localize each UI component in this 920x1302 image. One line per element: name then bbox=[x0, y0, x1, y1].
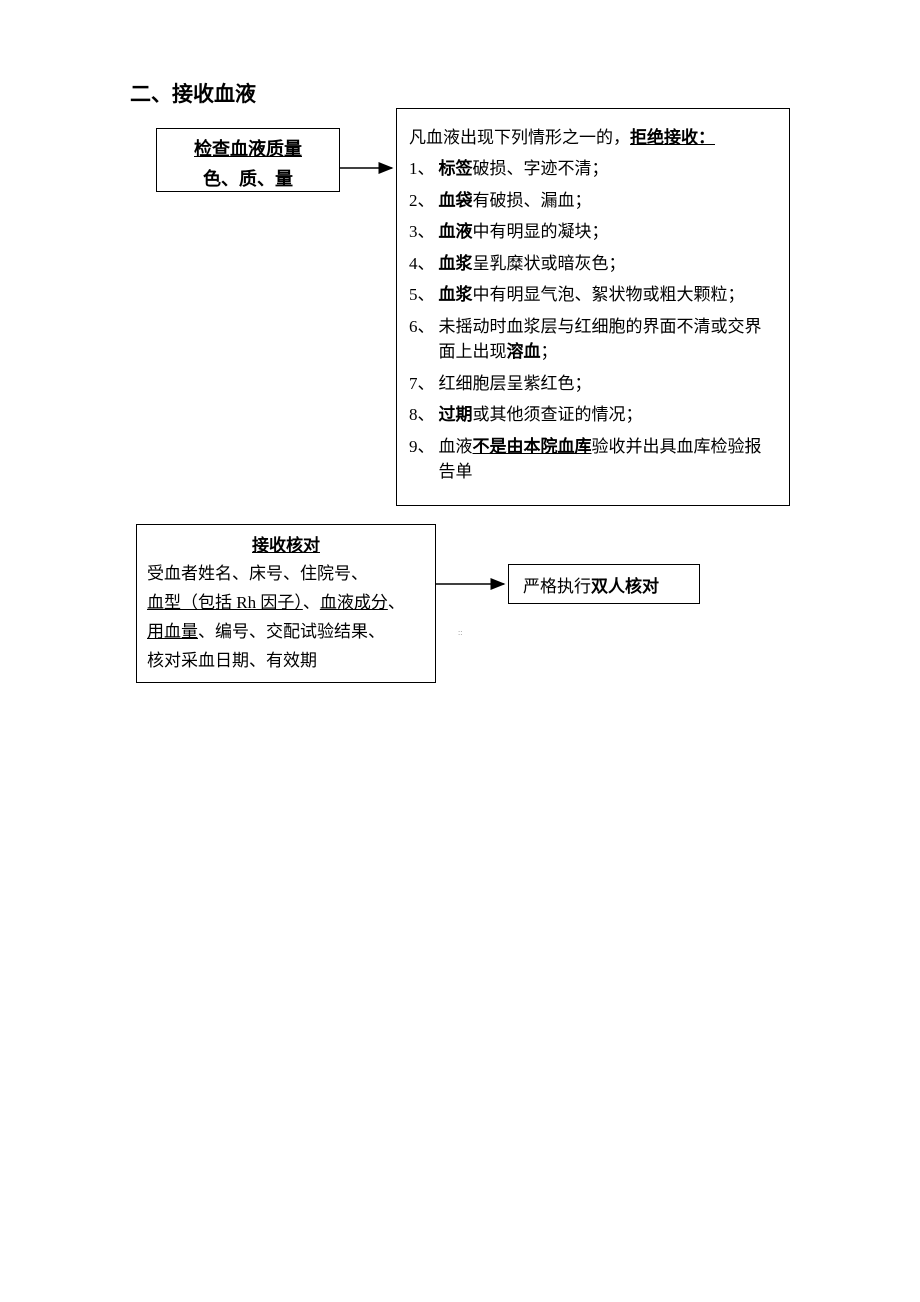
reject-item-text: 血袋有破损、漏血； bbox=[439, 188, 778, 214]
reject-items-list: 1、标签破损、字迹不清；2、血袋有破损、漏血；3、血液中有明显的凝块；4、血浆呈… bbox=[409, 156, 777, 485]
arrow-verify-to-doublecheck bbox=[436, 576, 508, 592]
reject-item-number: 3、 bbox=[409, 219, 435, 245]
reject-item-number: 4、 bbox=[409, 251, 435, 277]
reject-item-text: 血浆中有明显气泡、絮状物或粗大颗粒； bbox=[439, 282, 778, 308]
arrow-inspect-to-reject bbox=[340, 160, 396, 176]
section-heading: 二、接收血液 bbox=[130, 78, 256, 108]
reject-item: 7、红细胞层呈紫红色； bbox=[409, 371, 777, 397]
reject-criteria-box: 凡血液出现下列情形之一的，拒绝接收： 1、标签破损、字迹不清；2、血袋有破损、漏… bbox=[396, 108, 790, 506]
reject-item-number: 1、 bbox=[409, 156, 435, 182]
inspect-quality-box: 检查血液质量 色、质、量 bbox=[156, 128, 340, 192]
verify-line-2: 血型（包括 Rh 因子）、血液成分、 bbox=[147, 589, 425, 618]
reject-item-text: 红细胞层呈紫红色； bbox=[439, 371, 778, 397]
double-check-box: 严格执行双人核对 bbox=[508, 564, 700, 604]
verify-title: 接收核对 bbox=[147, 531, 425, 556]
reject-item-number: 9、 bbox=[409, 434, 435, 460]
heading-text: 二、接收血液 bbox=[130, 82, 256, 106]
reject-item-text: 血液中有明显的凝块； bbox=[439, 219, 778, 245]
reject-item-number: 2、 bbox=[409, 188, 435, 214]
reject-item-text: 未摇动时血浆层与红细胞的界面不清或交界面上出现溶血； bbox=[439, 314, 778, 365]
reject-item-number: 7、 bbox=[409, 371, 435, 397]
reject-item: 5、血浆中有明显气泡、絮状物或粗大颗粒； bbox=[409, 282, 777, 308]
inspect-title: 检查血液质量 bbox=[157, 135, 339, 161]
double-check-bold: 双人核对 bbox=[591, 572, 659, 597]
reject-item: 6、未摇动时血浆层与红细胞的界面不清或交界面上出现溶血； bbox=[409, 314, 777, 365]
reject-item: 3、血液中有明显的凝块； bbox=[409, 219, 777, 245]
reject-item: 2、血袋有破损、漏血； bbox=[409, 188, 777, 214]
verify-line-3: 用血量、编号、交配试验结果、 bbox=[147, 618, 425, 647]
reject-item: 9、血液不是由本院血库验收并出具血库检验报告单 bbox=[409, 434, 777, 485]
reject-item-number: 8、 bbox=[409, 402, 435, 428]
verify-receive-box: 接收核对 受血者姓名、床号、住院号、 血型（包括 Rh 因子）、血液成分、 用血… bbox=[136, 524, 436, 683]
double-check-prefix: 严格执行 bbox=[523, 572, 591, 597]
verify-line-4: 核对采血日期、有效期 bbox=[147, 647, 425, 676]
reject-intro-bold: 拒绝接收： bbox=[630, 128, 715, 147]
reject-item-number: 5、 bbox=[409, 282, 435, 308]
reject-item-text: 血液不是由本院血库验收并出具血库检验报告单 bbox=[439, 434, 778, 485]
page-indicator: :: bbox=[458, 628, 462, 637]
verify-line-1: 受血者姓名、床号、住院号、 bbox=[147, 560, 425, 589]
inspect-subtitle: 色、质、量 bbox=[157, 165, 339, 191]
reject-intro: 凡血液出现下列情形之一的，拒绝接收： bbox=[409, 123, 777, 148]
reject-intro-prefix: 凡血液出现下列情形之一的， bbox=[409, 128, 630, 147]
reject-item: 1、标签破损、字迹不清； bbox=[409, 156, 777, 182]
reject-item-text: 过期或其他须查证的情况； bbox=[439, 402, 778, 428]
reject-item-text: 血浆呈乳糜状或暗灰色； bbox=[439, 251, 778, 277]
page-indicator-text: :: bbox=[458, 628, 462, 637]
reject-item-text: 标签破损、字迹不清； bbox=[439, 156, 778, 182]
reject-item: 8、过期或其他须查证的情况； bbox=[409, 402, 777, 428]
reject-item: 4、血浆呈乳糜状或暗灰色； bbox=[409, 251, 777, 277]
reject-item-number: 6、 bbox=[409, 314, 435, 340]
